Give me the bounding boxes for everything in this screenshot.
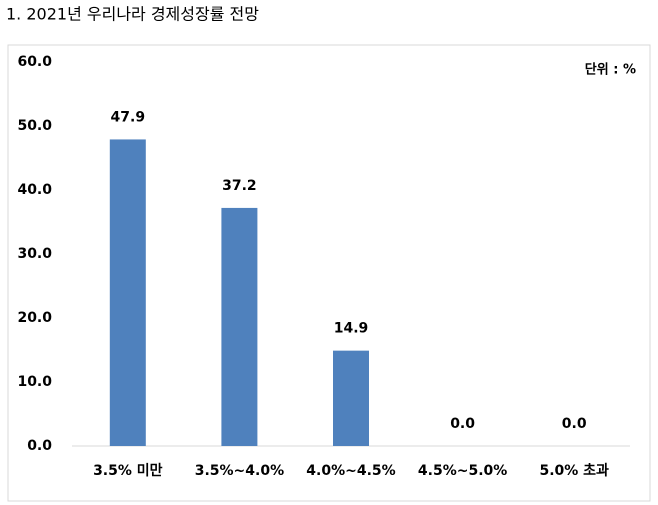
- bar: [109, 139, 146, 446]
- value-label: 0.0: [562, 416, 587, 432]
- y-tick-label: 10.0: [17, 374, 52, 390]
- x-tick-label: 3.5% 미만: [93, 463, 163, 479]
- chart-title: 1. 2021년 우리나라 경제성장률 전망: [6, 5, 259, 24]
- value-label: 0.0: [450, 416, 475, 432]
- y-tick-label: 0.0: [27, 438, 52, 454]
- y-tick-label: 60.0: [17, 54, 52, 70]
- value-label: 14.9: [334, 321, 369, 337]
- y-tick-label: 50.0: [17, 118, 52, 134]
- x-tick-label: 3.5%~4.0%: [195, 463, 284, 479]
- unit-label: 단위 : %: [585, 62, 636, 78]
- value-label: 47.9: [111, 109, 146, 125]
- bar: [221, 207, 258, 446]
- x-tick-label: 4.0%~4.5%: [306, 463, 395, 479]
- y-tick-label: 40.0: [17, 182, 52, 198]
- x-tick-label: 4.5%~5.0%: [418, 463, 507, 479]
- x-tick-label: 5.0% 초과: [539, 463, 609, 479]
- chart-frame: [7, 44, 651, 502]
- y-tick-label: 30.0: [17, 246, 52, 262]
- value-label: 37.2: [222, 178, 257, 194]
- bar: [333, 350, 369, 446]
- y-tick-label: 20.0: [17, 310, 52, 326]
